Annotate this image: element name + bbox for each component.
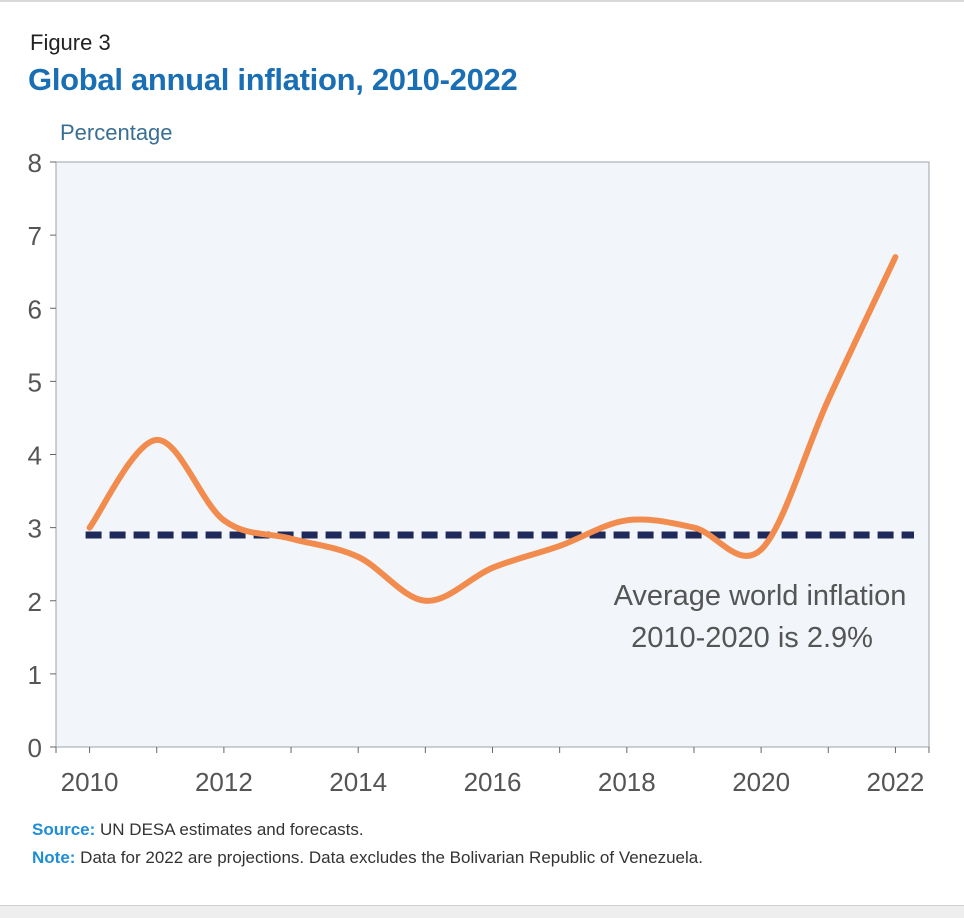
- y-axis-label: Percentage: [60, 120, 173, 145]
- top-border: [0, 0, 964, 2]
- figure-label: Figure 3: [30, 30, 111, 55]
- plot-area: [55, 161, 930, 748]
- y-tick-label-8: 8: [28, 148, 42, 178]
- inflation-series-line: [86, 254, 899, 604]
- source-note: Source: UN DESA estimates and forecasts.: [32, 820, 364, 840]
- y-tick-label-6: 6: [28, 294, 42, 324]
- y-tick-label-0: 0: [28, 733, 42, 763]
- line-chart: 0 1 2 3 4 5 6 7 8 2010 2012 2014 2016 2018 2020 2022 Ave…: [28, 148, 930, 797]
- source-key: Source:: [32, 820, 96, 839]
- note-text: Data for 2022 are projections. Data excl…: [75, 848, 703, 867]
- note-key: Note:: [32, 848, 76, 867]
- average-annotation-line1: Average world inflation: [614, 580, 907, 612]
- x-tick-label-2016: 2016: [464, 767, 522, 797]
- y-tick-label-1: 1: [28, 660, 42, 690]
- source-text: UN DESA estimates and forecasts.: [95, 820, 364, 839]
- y-tick-label-2: 2: [28, 587, 42, 617]
- x-tick-label-2014: 2014: [329, 767, 387, 797]
- x-tick-label-2010: 2010: [61, 767, 119, 797]
- x-tick-label-2012: 2012: [195, 767, 253, 797]
- y-tick-label-7: 7: [28, 221, 42, 251]
- y-tick-label-3: 3: [28, 514, 42, 544]
- chart-title: Global annual inflation, 2010-2022: [28, 62, 518, 97]
- x-tick-label-2020: 2020: [732, 767, 790, 797]
- average-annotation-line2: 2010-2020 is 2.9%: [631, 622, 873, 654]
- x-tick-label-2022: 2022: [867, 767, 925, 797]
- bottom-border: [0, 905, 964, 918]
- x-tick-label-2018: 2018: [598, 767, 656, 797]
- y-tick-label-4: 4: [28, 441, 42, 471]
- y-tick-label-5: 5: [28, 367, 42, 397]
- data-note: Note: Data for 2022 are projections. Dat…: [32, 848, 703, 868]
